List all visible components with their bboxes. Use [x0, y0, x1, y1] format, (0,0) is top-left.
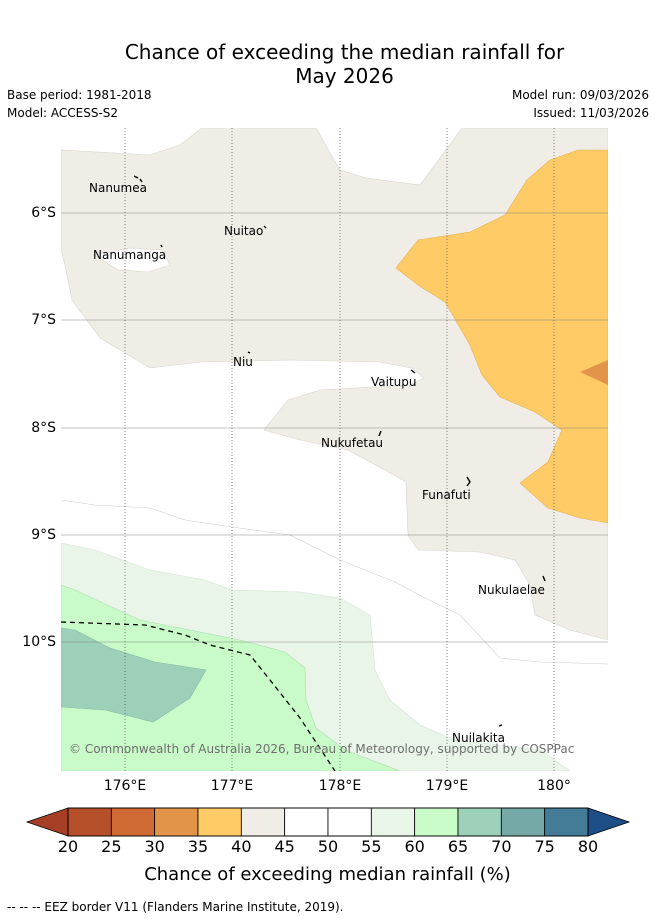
region-35-40 — [395, 149, 608, 524]
colorbar-segment — [544, 807, 589, 837]
copyright-notice: © Commonwealth of Australia 2026, Bureau… — [69, 742, 575, 756]
model-name: Model: ACCESS-S2 — [7, 106, 119, 120]
place-nanumea: Nanumea — [89, 181, 147, 195]
colorbar-segment — [370, 807, 416, 837]
grid — [61, 212, 608, 643]
base-period: Base period: 1981-2018 — [7, 88, 152, 102]
eez-border — [61, 621, 336, 771]
chart-title: Chance of exceeding the median rainfall … — [0, 40, 655, 88]
colorbar-segment — [284, 807, 329, 837]
island-nuilakita — [498, 724, 503, 727]
islands — [133, 175, 546, 727]
colorbar-segment — [500, 807, 546, 837]
colorbar-tick: 30 — [144, 837, 165, 856]
y-tick-7s: 7°S — [31, 312, 56, 328]
eez-legend: -- -- -- EEZ border V11 (Flanders Marine… — [7, 900, 344, 914]
island-nuitao — [263, 225, 267, 229]
x-tick-179e: 179°E — [425, 778, 469, 794]
y-tick-10s: 10°S — [22, 634, 56, 650]
colorbar-tick: 55 — [361, 837, 382, 856]
y-tick-9s: 9°S — [31, 527, 56, 543]
x-tick-178e: 178°E — [318, 778, 362, 794]
place-vaitupu: Vaitupu — [371, 375, 417, 389]
x-tick-176e: 176°E — [103, 778, 147, 794]
place-nanumanga: Nanumanga — [93, 248, 167, 262]
colorbar-segment — [327, 807, 372, 837]
place-niu: Niu — [233, 355, 253, 369]
place-nukufetau: Nukufetau — [321, 436, 384, 450]
region-60-65 — [61, 584, 401, 771]
colorbar-segment — [110, 807, 156, 837]
colorbar-tick: 20 — [57, 837, 79, 856]
colorbar-tick: 80 — [577, 837, 599, 856]
colorbar-segment — [240, 807, 286, 837]
region-45-50-hole — [94, 247, 171, 273]
colorbar-over-arrow — [587, 807, 631, 837]
colorbar-tick: 65 — [447, 837, 469, 856]
place-nukulaelae: Nukulaelae — [478, 583, 545, 597]
island-niu — [247, 351, 251, 354]
colorbar-under-arrow — [25, 807, 69, 837]
title-line-2: May 2026 — [295, 64, 394, 88]
colorbar-segments — [67, 807, 589, 837]
x-tick-177e: 177°E — [210, 778, 254, 794]
colorbar-tick: 50 — [317, 837, 339, 856]
colorbar-label: Chance of exceeding median rainfall (%) — [144, 864, 511, 885]
place-nuilakita: Nuilakita — [452, 731, 505, 745]
colorbar-segment — [154, 807, 199, 837]
island-funafuti — [466, 476, 471, 487]
colorbar-segment — [414, 807, 459, 837]
island-nanumea — [133, 175, 143, 183]
grid-vertical — [124, 128, 555, 771]
colorbar-tick: 45 — [274, 837, 295, 856]
colorbar-segment — [457, 807, 502, 837]
x-tick-180: 180° — [537, 778, 571, 794]
colorbar-tick: 60 — [404, 837, 425, 856]
island-nanumanga — [160, 244, 163, 248]
region-65-70 — [61, 627, 207, 723]
colorbar-tick: 40 — [231, 837, 252, 856]
region-30-35 — [580, 360, 608, 385]
place-funafuti: Funafuti — [422, 488, 471, 502]
colorbar-tick: 75 — [534, 837, 555, 856]
model-run: Model run: 09/03/2026 — [511, 88, 649, 102]
colorbar-tick: 35 — [187, 837, 209, 856]
island-vaitupu — [410, 369, 416, 374]
island-nukulaelae — [542, 575, 546, 582]
island-nukufetau — [378, 430, 382, 437]
y-tick-8s: 8°S — [31, 420, 56, 436]
y-tick-6s: 6°S — [31, 205, 56, 221]
issued-date: Issued: 11/03/2026 — [533, 106, 649, 120]
colorbar-segment — [67, 807, 112, 837]
colorbar-tick: 25 — [101, 837, 122, 856]
place-nuitao: Nuitao — [224, 224, 264, 238]
colorbar-frame — [67, 807, 589, 837]
title-line-1: Chance of exceeding the median rainfall … — [124, 40, 565, 64]
colorbar-segment — [197, 807, 242, 837]
colorbar-tick: 70 — [491, 837, 512, 856]
